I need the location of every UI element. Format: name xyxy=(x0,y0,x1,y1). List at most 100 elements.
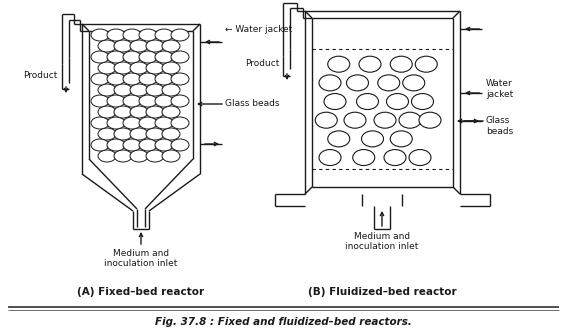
Ellipse shape xyxy=(328,56,350,72)
Ellipse shape xyxy=(91,73,109,85)
Ellipse shape xyxy=(98,106,116,118)
Ellipse shape xyxy=(139,73,157,85)
Ellipse shape xyxy=(91,139,109,151)
Ellipse shape xyxy=(378,75,400,91)
Text: Water
jacket: Water jacket xyxy=(486,79,513,99)
Ellipse shape xyxy=(146,40,164,52)
Ellipse shape xyxy=(114,106,132,118)
Ellipse shape xyxy=(91,95,109,107)
Ellipse shape xyxy=(146,84,164,96)
Ellipse shape xyxy=(155,29,173,41)
Ellipse shape xyxy=(162,40,180,52)
Ellipse shape xyxy=(162,128,180,140)
Ellipse shape xyxy=(146,106,164,118)
Text: Medium and
inoculation inlet: Medium and inoculation inlet xyxy=(345,232,418,251)
Ellipse shape xyxy=(123,51,141,63)
Text: (B) Fluidized–bed reactor: (B) Fluidized–bed reactor xyxy=(308,287,457,297)
Ellipse shape xyxy=(419,112,441,128)
Ellipse shape xyxy=(107,73,125,85)
Ellipse shape xyxy=(114,84,132,96)
Ellipse shape xyxy=(130,40,148,52)
Ellipse shape xyxy=(130,106,148,118)
Ellipse shape xyxy=(359,56,381,72)
Ellipse shape xyxy=(155,139,173,151)
Ellipse shape xyxy=(344,112,366,128)
Ellipse shape xyxy=(162,84,180,96)
Ellipse shape xyxy=(346,75,369,91)
Ellipse shape xyxy=(146,128,164,140)
Ellipse shape xyxy=(130,128,148,140)
Ellipse shape xyxy=(162,150,180,162)
Ellipse shape xyxy=(98,150,116,162)
Ellipse shape xyxy=(91,29,109,41)
Ellipse shape xyxy=(171,29,189,41)
Ellipse shape xyxy=(139,51,157,63)
Ellipse shape xyxy=(155,73,173,85)
Ellipse shape xyxy=(409,150,431,165)
Ellipse shape xyxy=(155,51,173,63)
Ellipse shape xyxy=(130,150,148,162)
Ellipse shape xyxy=(357,93,379,110)
Text: Glass
beads: Glass beads xyxy=(486,116,513,136)
Text: Glass beads: Glass beads xyxy=(225,99,280,109)
Ellipse shape xyxy=(123,139,141,151)
Text: Product: Product xyxy=(24,71,58,81)
Ellipse shape xyxy=(107,117,125,129)
Ellipse shape xyxy=(139,29,157,41)
Ellipse shape xyxy=(324,93,346,110)
Ellipse shape xyxy=(362,131,383,147)
Ellipse shape xyxy=(374,112,396,128)
Ellipse shape xyxy=(171,117,189,129)
Ellipse shape xyxy=(114,128,132,140)
Ellipse shape xyxy=(319,150,341,165)
Ellipse shape xyxy=(107,95,125,107)
Ellipse shape xyxy=(415,56,437,72)
Text: (A) Fixed–bed reactor: (A) Fixed–bed reactor xyxy=(78,287,205,297)
Ellipse shape xyxy=(319,75,341,91)
Ellipse shape xyxy=(412,93,434,110)
Ellipse shape xyxy=(123,29,141,41)
Ellipse shape xyxy=(91,117,109,129)
Ellipse shape xyxy=(107,139,125,151)
Ellipse shape xyxy=(130,84,148,96)
Text: ← Water jacket: ← Water jacket xyxy=(225,26,292,35)
Ellipse shape xyxy=(315,112,337,128)
Ellipse shape xyxy=(107,51,125,63)
Ellipse shape xyxy=(387,93,408,110)
Ellipse shape xyxy=(139,95,157,107)
Ellipse shape xyxy=(171,139,189,151)
Ellipse shape xyxy=(399,112,421,128)
Ellipse shape xyxy=(353,150,375,165)
Text: Medium and
inoculation inlet: Medium and inoculation inlet xyxy=(104,249,177,268)
Ellipse shape xyxy=(123,95,141,107)
Ellipse shape xyxy=(171,51,189,63)
Ellipse shape xyxy=(171,95,189,107)
Ellipse shape xyxy=(98,40,116,52)
Ellipse shape xyxy=(390,56,412,72)
Ellipse shape xyxy=(146,150,164,162)
Ellipse shape xyxy=(114,150,132,162)
Ellipse shape xyxy=(155,95,173,107)
Text: Product: Product xyxy=(244,59,279,67)
Ellipse shape xyxy=(155,117,173,129)
Ellipse shape xyxy=(390,131,412,147)
Ellipse shape xyxy=(384,150,406,165)
Ellipse shape xyxy=(139,117,157,129)
Ellipse shape xyxy=(328,131,350,147)
Text: Fig. 37.8 : Fixed and fluidized–bed reactors.: Fig. 37.8 : Fixed and fluidized–bed reac… xyxy=(155,317,412,327)
Ellipse shape xyxy=(91,51,109,63)
Ellipse shape xyxy=(123,73,141,85)
Ellipse shape xyxy=(162,62,180,74)
Ellipse shape xyxy=(114,40,132,52)
Ellipse shape xyxy=(403,75,425,91)
Ellipse shape xyxy=(123,117,141,129)
Ellipse shape xyxy=(107,29,125,41)
Ellipse shape xyxy=(98,84,116,96)
Ellipse shape xyxy=(162,106,180,118)
Ellipse shape xyxy=(171,73,189,85)
Ellipse shape xyxy=(139,139,157,151)
Ellipse shape xyxy=(114,62,132,74)
Ellipse shape xyxy=(130,62,148,74)
Ellipse shape xyxy=(98,62,116,74)
Ellipse shape xyxy=(98,128,116,140)
